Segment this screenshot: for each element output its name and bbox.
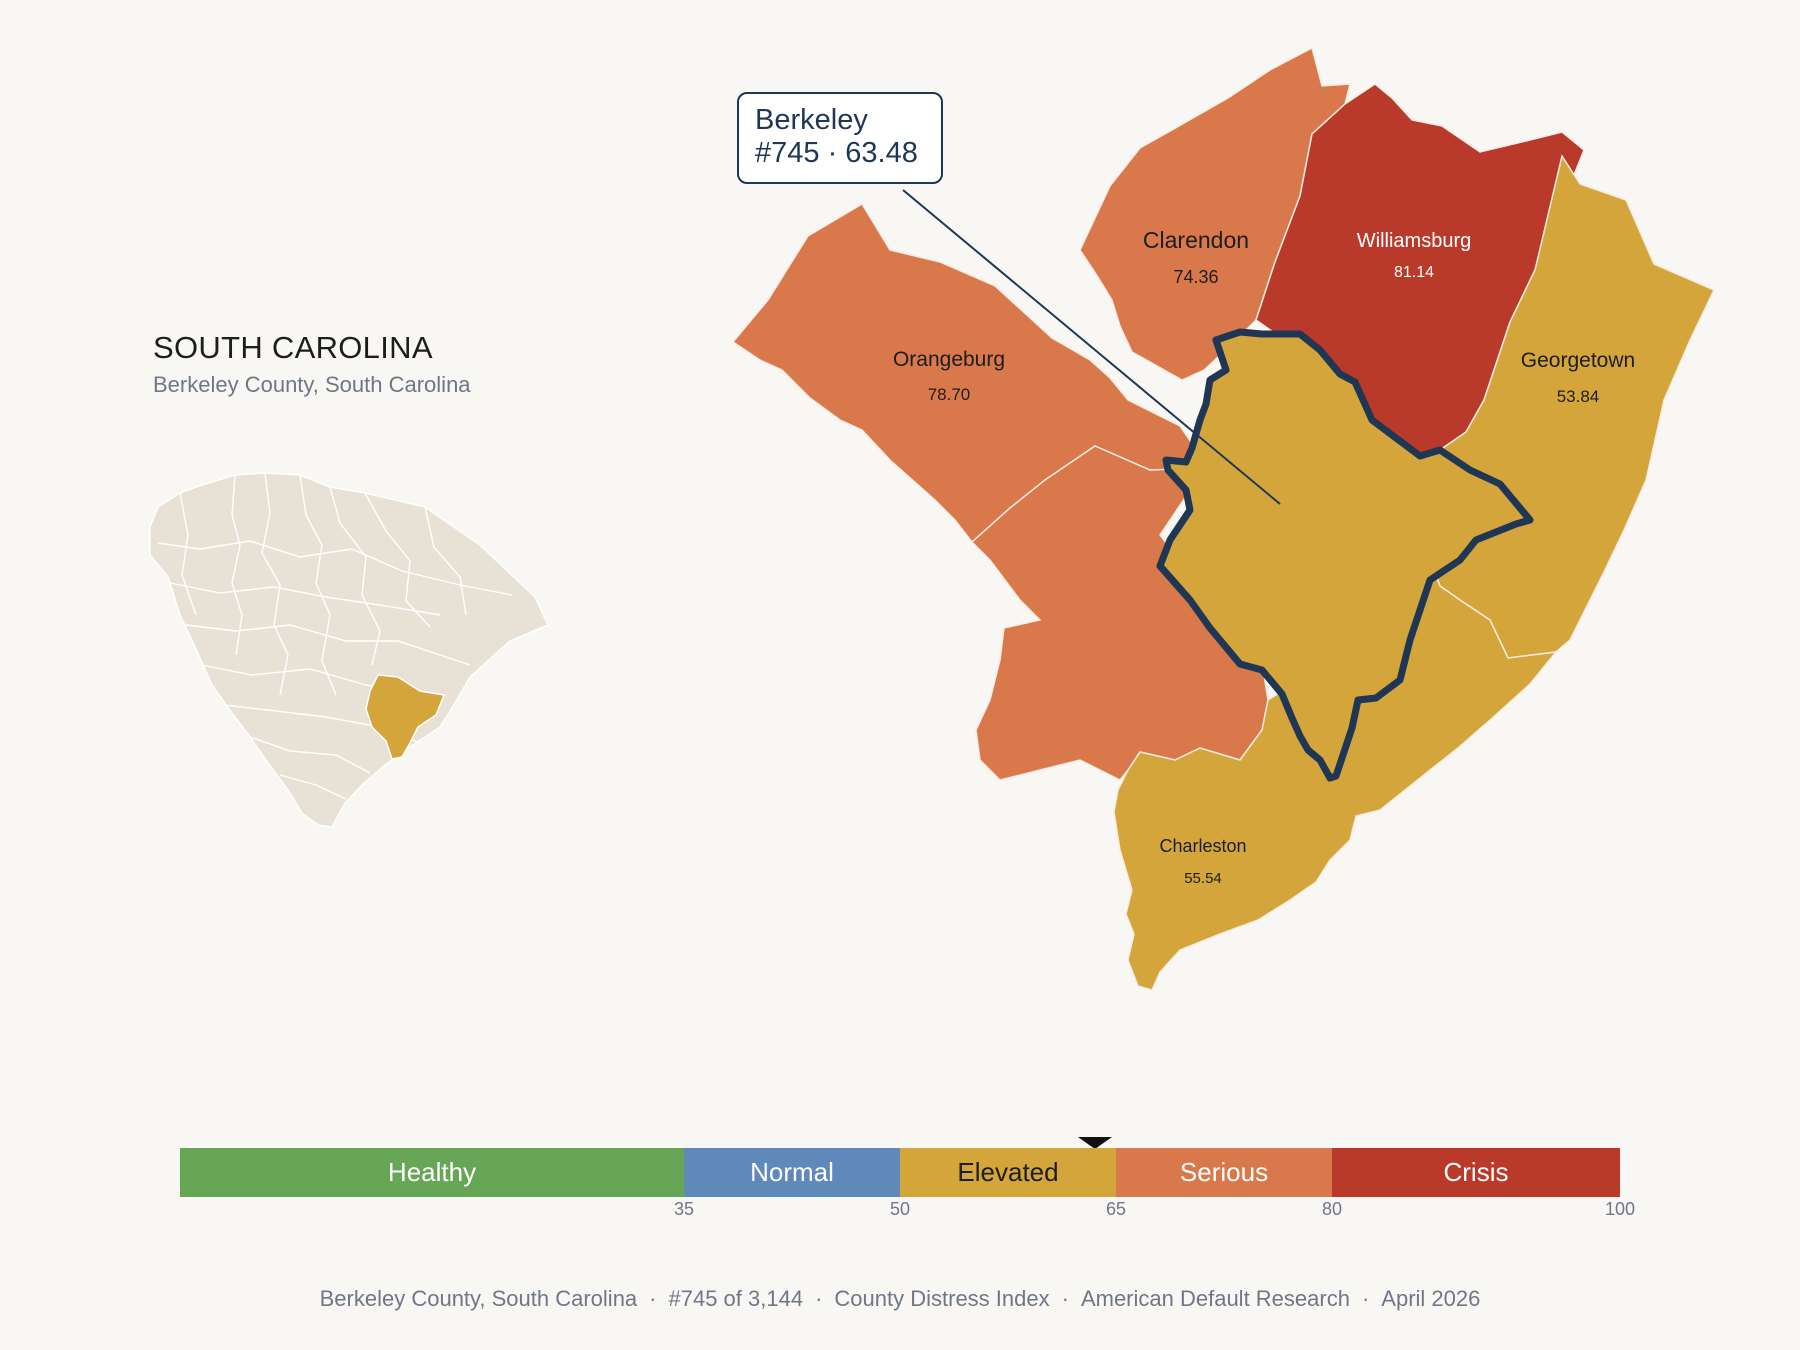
selected-county-callout: Berkeley #745 · 63.48 bbox=[737, 92, 943, 184]
score-orangeburg: 78.70 bbox=[928, 385, 971, 404]
legend-serious: Serious bbox=[1116, 1148, 1332, 1197]
callout-county-name: Berkeley bbox=[755, 104, 868, 136]
label-orangeburg: Orangeburg bbox=[893, 348, 1005, 371]
berkeley-inset-highlight bbox=[365, 674, 446, 760]
legend-elevated: Elevated bbox=[900, 1148, 1116, 1197]
county-borders bbox=[157, 472, 513, 800]
county-berkeley[interactable] bbox=[1156, 328, 1534, 782]
label-charleston: Charleston bbox=[1159, 836, 1246, 856]
callout-leader-line bbox=[902, 189, 1281, 505]
score-clarendon: 74.36 bbox=[1173, 267, 1218, 287]
footer-credits: Berkeley County, South Carolina · #745 of … bbox=[319, 1286, 1481, 1311]
legend-healthy: Healthy bbox=[180, 1148, 684, 1197]
callout-rank-score: #745 · 63.48 bbox=[755, 137, 918, 169]
state-title: SOUTH CAROLINA bbox=[153, 330, 433, 365]
footer-source: American Default Research bbox=[1080, 1286, 1350, 1311]
legend-tick-100: 100 bbox=[1604, 1199, 1636, 1219]
score-williamsburg: 81.14 bbox=[1394, 264, 1434, 281]
legend-tick-80: 80 bbox=[1321, 1199, 1343, 1219]
state-locator-map bbox=[149, 472, 550, 828]
score-charleston: 55.54 bbox=[1184, 870, 1222, 887]
state-shape bbox=[149, 472, 550, 828]
footer-index: County Distress Index bbox=[834, 1286, 1050, 1311]
legend-tick-35: 35 bbox=[673, 1199, 695, 1219]
score-georgetown: 53.84 bbox=[1557, 387, 1600, 406]
footer-rank: #745 of 3,144 bbox=[668, 1286, 804, 1311]
score-marker-icon bbox=[1078, 1137, 1112, 1149]
footer-date: April 2026 bbox=[1381, 1286, 1481, 1311]
legend-tick-65: 65 bbox=[1105, 1199, 1127, 1219]
state-subtitle: Berkeley County, South Carolina bbox=[153, 372, 471, 397]
footer-county: Berkeley County, South Carolina bbox=[319, 1286, 638, 1311]
label-georgetown: Georgetown bbox=[1521, 349, 1635, 372]
label-williamsburg: Williamsburg bbox=[1357, 230, 1471, 252]
legend-normal: Normal bbox=[684, 1148, 900, 1197]
legend-tick-50: 50 bbox=[889, 1199, 911, 1219]
legend-crisis: Crisis bbox=[1332, 1148, 1620, 1197]
distress-legend-bar: Healthy Normal Elevated Serious Crisis bbox=[180, 1148, 1620, 1197]
label-clarendon: Clarendon bbox=[1143, 227, 1249, 253]
